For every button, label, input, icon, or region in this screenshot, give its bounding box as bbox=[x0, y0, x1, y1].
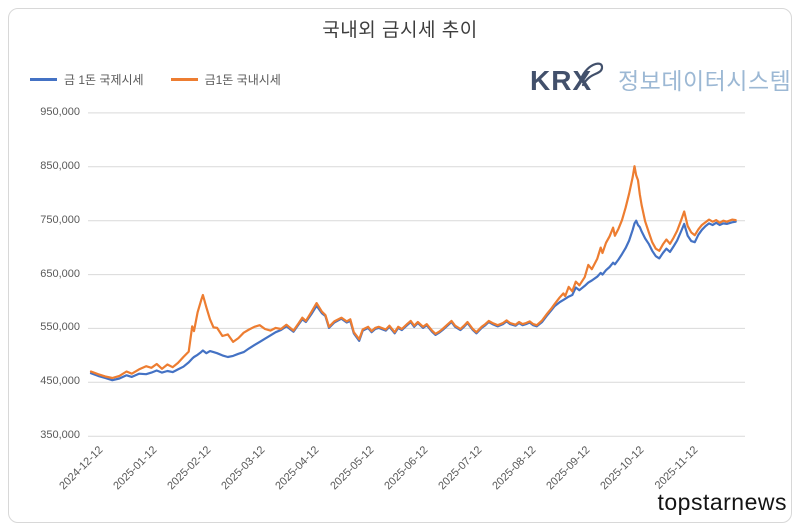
international-line-swatch bbox=[30, 78, 57, 81]
krx-logo: KRX 정보데이터시스템 bbox=[528, 58, 791, 105]
y-axis-label: 450,000 bbox=[40, 375, 80, 388]
legend-item-international: 금 1돈 국제시세 bbox=[30, 71, 144, 88]
y-axis-label: 850,000 bbox=[40, 159, 80, 172]
legend-label-domestic: 금1돈 국내시세 bbox=[204, 73, 281, 87]
krx-logo-text: KRX bbox=[530, 65, 592, 96]
chart-title: 국내외 금시세 추이 bbox=[322, 20, 478, 41]
legend-item-domestic: 금1돈 국내시세 bbox=[170, 71, 281, 88]
krx-logo-swoosh-icon bbox=[578, 62, 604, 87]
krx-logo-subtitle: 정보데이터시스템 bbox=[618, 68, 791, 94]
legend-label-international: 금 1돈 국제시세 bbox=[64, 73, 144, 87]
watermark-text: topstarnews bbox=[657, 489, 787, 515]
y-axis-label: 350,000 bbox=[40, 429, 80, 442]
y-axis-label: 750,000 bbox=[40, 213, 80, 226]
chart-legend: 금 1돈 국제시세 금1돈 국내시세 bbox=[30, 71, 281, 88]
y-axis-label: 950,000 bbox=[40, 105, 80, 118]
y-axis-label: 550,000 bbox=[40, 321, 80, 334]
domestic-line-swatch bbox=[170, 78, 198, 81]
y-axis-label: 650,000 bbox=[40, 267, 80, 280]
